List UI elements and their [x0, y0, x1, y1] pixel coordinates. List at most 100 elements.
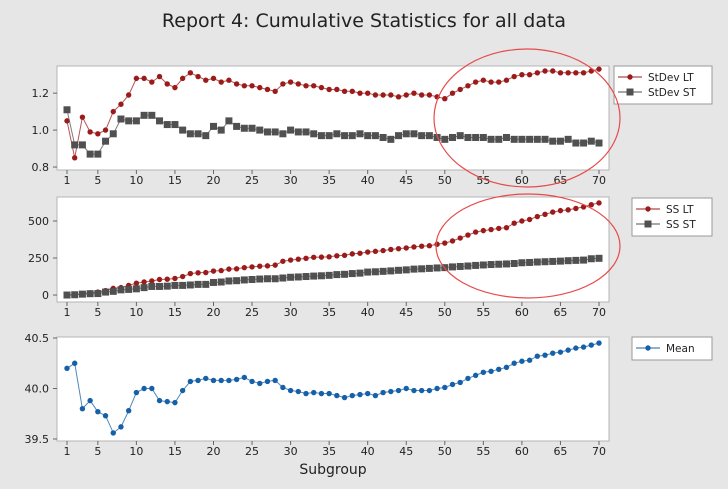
data-point — [295, 388, 302, 395]
y-tick-label: 0 — [42, 289, 49, 302]
data-point — [349, 88, 355, 95]
data-point — [495, 260, 503, 268]
data-point — [148, 282, 156, 290]
data-point — [510, 259, 518, 267]
data-point — [580, 256, 588, 264]
data-point — [541, 258, 549, 266]
data-point — [556, 137, 564, 145]
data-point — [163, 282, 171, 290]
data-point — [295, 81, 302, 87]
x-tick-label: 60 — [515, 174, 529, 187]
data-point — [240, 276, 248, 284]
data-point — [341, 252, 348, 259]
data-point — [148, 111, 156, 119]
data-point — [263, 275, 271, 283]
x-tick-label: 5 — [94, 445, 101, 458]
x-tick-label: 15 — [168, 306, 182, 319]
data-point — [94, 290, 102, 298]
y-tick-label: 1.2 — [32, 87, 50, 100]
data-point — [549, 137, 557, 145]
data-point — [449, 133, 457, 141]
legend-label: SS ST — [666, 219, 696, 231]
data-point — [171, 121, 179, 129]
data-point — [326, 254, 332, 260]
legend-box — [631, 336, 713, 361]
data-point — [411, 244, 417, 250]
data-point — [95, 409, 101, 415]
x-tick-label: 10 — [129, 306, 143, 319]
data-point — [572, 256, 580, 264]
data-point — [418, 387, 425, 394]
series-stdev-st — [63, 106, 603, 158]
data-point — [156, 73, 163, 80]
data-point — [465, 375, 471, 382]
data-point — [248, 275, 256, 283]
data-point — [156, 282, 164, 290]
data-point — [564, 135, 572, 143]
data-point — [557, 349, 564, 355]
chart-title: Report 4: Cumulative Statistics for all … — [162, 10, 566, 32]
data-point — [249, 83, 255, 89]
data-point — [102, 127, 109, 133]
data-point — [565, 207, 571, 213]
x-tick-label: 10 — [129, 445, 143, 458]
data-point — [264, 378, 271, 385]
data-point — [195, 377, 201, 384]
data-point — [109, 130, 117, 138]
data-point — [164, 398, 170, 405]
data-point — [533, 135, 541, 143]
x-tick-label: 60 — [515, 306, 529, 319]
x-tick-label: 70 — [592, 445, 606, 458]
x-tick-label: 55 — [476, 306, 490, 319]
data-point — [479, 133, 487, 141]
data-point — [371, 132, 379, 140]
data-point — [557, 207, 564, 214]
data-point — [565, 70, 571, 76]
data-point — [334, 253, 340, 259]
data-point — [457, 235, 463, 241]
x-tick-label: 20 — [206, 445, 220, 458]
data-point — [402, 266, 410, 274]
data-point — [311, 254, 317, 260]
data-point — [511, 360, 517, 366]
data-point — [164, 276, 170, 282]
x-tick-label: 30 — [284, 174, 298, 187]
data-point — [588, 202, 594, 208]
data-point — [433, 133, 441, 141]
data-point — [271, 128, 279, 136]
data-point — [388, 92, 394, 98]
series-line — [66, 68, 600, 158]
data-point — [256, 275, 264, 283]
data-point — [588, 342, 594, 348]
data-point — [580, 70, 587, 76]
data-point — [302, 273, 310, 281]
data-point — [472, 229, 479, 235]
data-point — [533, 258, 541, 266]
data-point — [487, 261, 495, 269]
data-point — [410, 265, 418, 273]
data-point — [511, 220, 517, 226]
data-point — [449, 381, 456, 388]
data-point — [118, 424, 124, 430]
x-tick-label: 40 — [361, 445, 375, 458]
panel-stdev: 0.81.01.21 5 10 15 20 25 30 35 40 45 50 55 60 65 70StD… — [32, 48, 713, 188]
data-point — [133, 280, 140, 286]
circle-marker-icon — [645, 206, 651, 212]
data-point — [364, 268, 372, 276]
data-point — [179, 281, 187, 289]
data-point — [526, 71, 533, 78]
data-point — [348, 132, 356, 140]
data-point — [333, 271, 341, 279]
data-point — [141, 385, 147, 392]
data-point — [125, 408, 132, 414]
x-tick-label: 50 — [438, 306, 452, 319]
x-tick-label: 10 — [129, 174, 143, 187]
data-point — [364, 90, 371, 96]
data-point — [380, 92, 386, 98]
data-point — [257, 380, 263, 387]
data-point — [279, 130, 287, 138]
data-point — [325, 132, 333, 140]
data-point — [218, 377, 224, 384]
data-point — [264, 86, 271, 93]
data-point — [287, 126, 295, 134]
